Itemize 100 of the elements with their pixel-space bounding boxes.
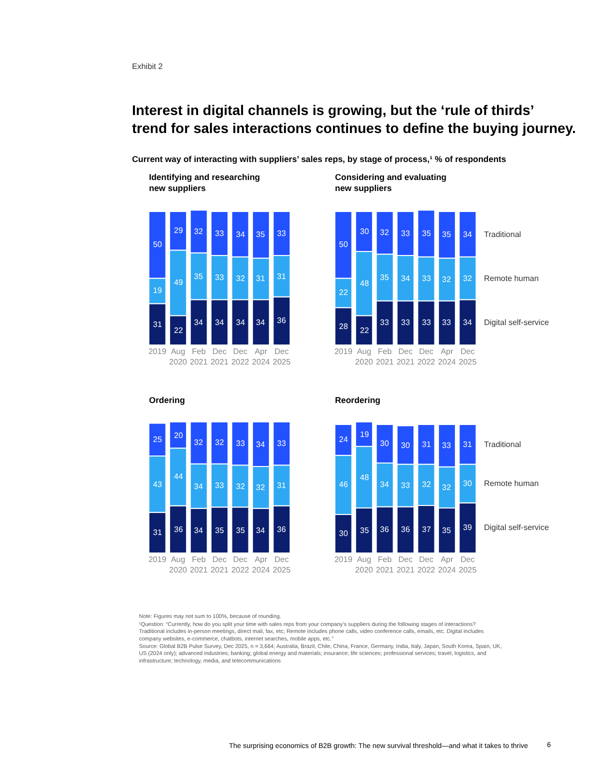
data-label: 35	[422, 229, 432, 238]
x-tick-label: Aug 2020	[355, 555, 374, 574]
chart-title: Reordering	[335, 395, 380, 405]
x-tick-label: Dec 2025	[272, 347, 292, 366]
data-label: 33	[236, 439, 246, 448]
data-label: 33	[401, 229, 410, 238]
data-label: 19	[360, 430, 370, 439]
data-label: 33	[277, 439, 286, 448]
data-label: 32	[194, 438, 204, 447]
x-tick-label: 2019	[334, 555, 353, 564]
data-label: 20	[174, 431, 184, 440]
chart-title: Considering and evaluating new suppliers	[335, 172, 446, 194]
x-tick-label: 2019	[334, 347, 353, 356]
x-tick-label: Feb 2021	[190, 347, 208, 366]
data-label: 48	[360, 473, 370, 482]
data-label: 39	[463, 523, 472, 532]
data-label: 32	[256, 483, 266, 492]
text: Exhibit 2	[132, 62, 164, 71]
data-label: 31	[153, 320, 162, 329]
data-label: 33	[442, 441, 452, 450]
data-label: 33	[277, 229, 286, 238]
x-tick-label: Dec 2021	[210, 555, 229, 574]
data-label: 35	[360, 526, 370, 535]
data-label: 33	[422, 274, 432, 283]
data-label: 36	[277, 316, 286, 325]
text: Interest in digital channels is growing, but the ‘rule of thirds’ trend for sales interactions continues to define the buying journey.	[132, 102, 576, 136]
x-tick-label: Dec 2022	[231, 555, 250, 574]
data-label: 48	[360, 279, 370, 288]
x-tick-label: Dec 2022	[231, 347, 250, 366]
data-label: 31	[277, 272, 286, 281]
data-label: 22	[174, 326, 184, 335]
x-tick-label: Feb 2021	[190, 555, 208, 574]
data-label: 34	[194, 482, 204, 491]
data-label: 34	[463, 318, 472, 327]
data-label: 32	[194, 227, 204, 236]
data-label: 22	[339, 288, 348, 297]
data-label: 34	[215, 318, 224, 327]
data-label: 35	[442, 230, 452, 239]
x-tick-label: Dec 2021	[396, 347, 415, 366]
series-label: Remote human	[484, 479, 539, 488]
series-label: Digital self-service	[484, 318, 550, 327]
data-label: 34	[401, 274, 410, 283]
x-tick-label: Dec 2025	[272, 555, 292, 574]
data-label: 50	[153, 240, 162, 249]
data-label: 35	[442, 526, 452, 535]
x-tick-label: 2019	[148, 347, 167, 356]
x-tick-label: Dec 2021	[210, 347, 229, 366]
data-label: 34	[194, 318, 204, 327]
x-tick-label: Apr 2024	[438, 347, 456, 366]
data-label: 33	[401, 481, 410, 490]
data-label: 49	[174, 278, 184, 287]
data-label: 31	[153, 528, 162, 537]
data-label: 32	[236, 274, 246, 283]
x-tick-label: 2019	[148, 555, 167, 564]
data-label: 33	[215, 229, 224, 238]
data-label: 34	[463, 230, 472, 239]
data-label: 19	[153, 286, 162, 295]
data-label: 37	[422, 525, 432, 534]
data-label: 50	[339, 240, 348, 249]
data-label: 36	[277, 525, 286, 534]
data-label: 35	[256, 230, 266, 239]
data-label: 33	[401, 318, 410, 327]
data-label: 31	[463, 440, 472, 449]
x-tick-label: Feb 2021	[376, 555, 394, 574]
data-label: 34	[256, 318, 266, 327]
data-label: 34	[194, 526, 204, 535]
data-label: 32	[380, 228, 390, 237]
data-label: 33	[215, 273, 224, 282]
data-label: 35	[194, 272, 204, 281]
data-label: 24	[339, 435, 348, 444]
series-label: Traditional	[484, 440, 522, 449]
data-label: 32	[442, 275, 452, 284]
data-label: 29	[174, 226, 184, 235]
data-label: 46	[339, 480, 348, 489]
data-label: 35	[215, 526, 224, 535]
x-tick-label: Dec 2022	[417, 555, 436, 574]
data-label: 32	[463, 274, 472, 283]
data-label: 25	[153, 435, 162, 444]
chart-title: Identifying and researching new suppliers	[149, 172, 260, 194]
data-label: 32	[442, 483, 452, 492]
text: Current way of interacting with suppliers’ sales reps, by stage of process,¹ % of respondents	[132, 154, 506, 164]
x-tick-label: Dec 2025	[458, 555, 478, 574]
data-label: 31	[256, 274, 266, 283]
data-label: 35	[236, 526, 246, 535]
x-tick-label: Dec 2021	[396, 555, 415, 574]
x-tick-label: Apr 2024	[252, 347, 270, 366]
data-label: 34	[380, 480, 390, 489]
data-label: 22	[360, 326, 370, 335]
x-tick-label: Aug 2020	[169, 555, 188, 574]
data-label: 30	[463, 479, 472, 488]
data-label: 30	[360, 227, 370, 236]
data-label: 36	[174, 525, 184, 534]
chart-title: Ordering	[149, 395, 185, 405]
series-label: Remote human	[484, 274, 539, 283]
data-label: 33	[215, 481, 224, 490]
data-label: 32	[215, 438, 224, 447]
data-label: 33	[442, 318, 452, 327]
data-label: 44	[174, 472, 184, 481]
data-label: 33	[422, 318, 432, 327]
x-tick-label: Feb 2021	[376, 347, 394, 366]
